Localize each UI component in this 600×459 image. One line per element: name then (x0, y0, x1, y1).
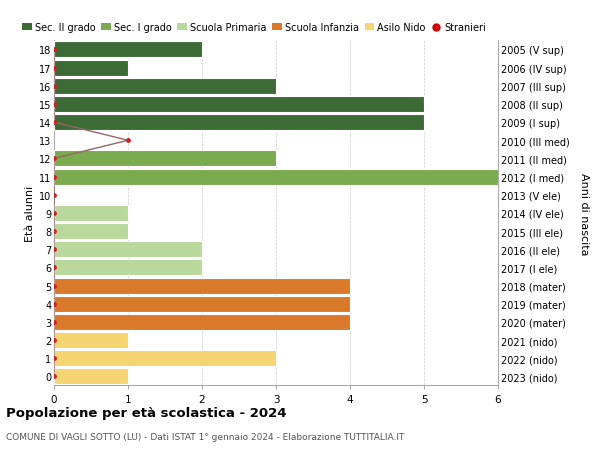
Bar (54, 369, 128, 385)
Bar (54, 206, 128, 221)
Y-axis label: Età alunni: Età alunni (25, 185, 35, 241)
Bar (54, 296, 350, 312)
Text: Popolazione per età scolastica - 2024: Popolazione per età scolastica - 2024 (6, 406, 287, 419)
Bar (54, 61, 128, 77)
Bar (54, 115, 424, 131)
Bar (54, 169, 498, 185)
Bar (54, 350, 276, 366)
Bar (54, 278, 350, 294)
Bar (54, 242, 202, 257)
Bar (54, 151, 276, 167)
Text: COMUNE DI VAGLI SOTTO (LU) - Dati ISTAT 1° gennaio 2024 - Elaborazione TUTTITALI: COMUNE DI VAGLI SOTTO (LU) - Dati ISTAT … (6, 432, 404, 442)
Y-axis label: Anni di nascita: Anni di nascita (579, 172, 589, 255)
Bar (54, 78, 276, 95)
Bar (54, 314, 350, 330)
Bar (54, 97, 424, 113)
Bar (54, 224, 128, 240)
Bar (54, 332, 128, 348)
Legend: Sec. II grado, Sec. I grado, Scuola Primaria, Scuola Infanzia, Asilo Nido, Stran: Sec. II grado, Sec. I grado, Scuola Prim… (22, 23, 486, 33)
Bar (54, 260, 202, 276)
Bar (54, 42, 202, 58)
